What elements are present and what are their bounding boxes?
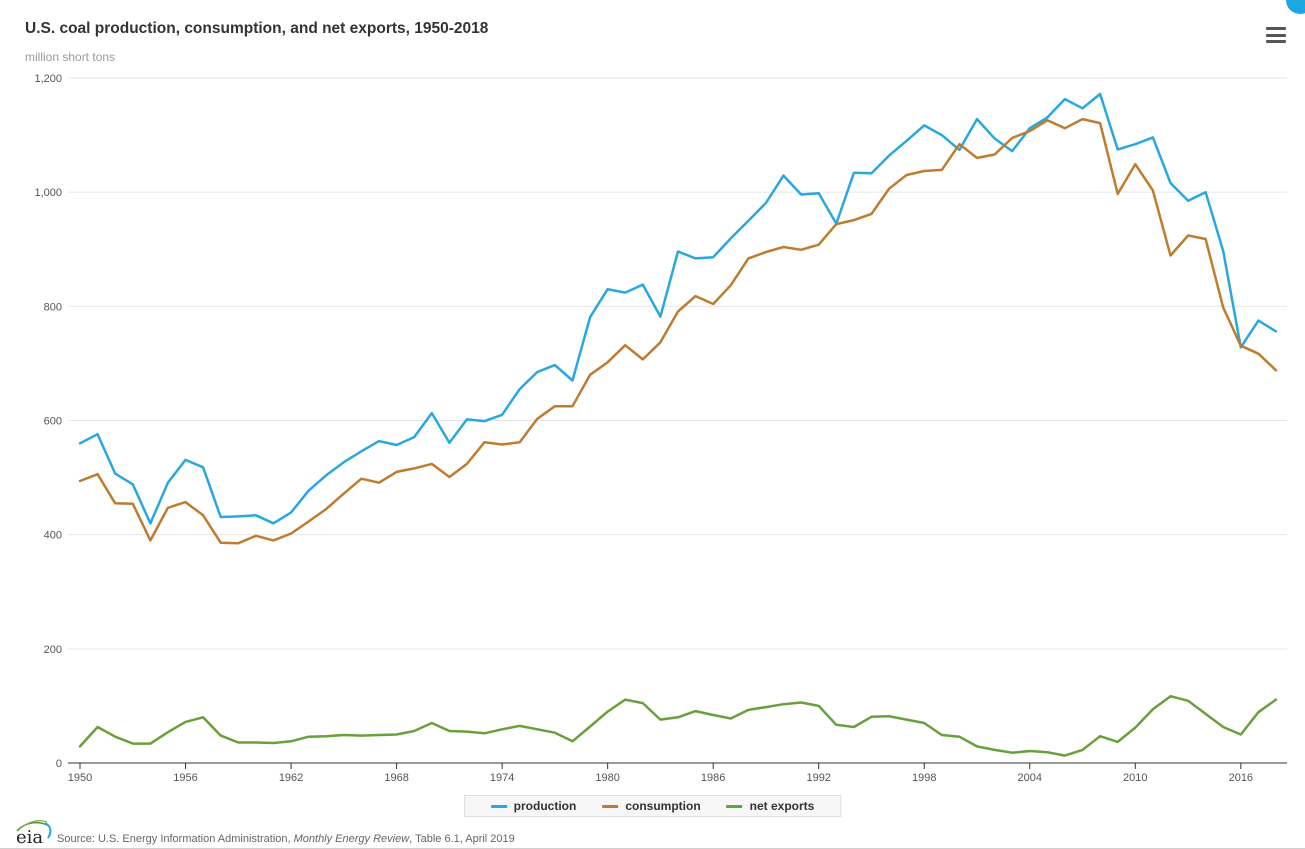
source-text: Source: U.S. Energy Information Administ… <box>57 833 515 845</box>
x-axis-tick-label: 1974 <box>490 772 514 784</box>
y-axis-tick-label: 1,000 <box>34 187 62 199</box>
x-axis-tick-label: 2010 <box>1123 772 1147 784</box>
x-axis-tick-label: 1968 <box>384 772 408 784</box>
legend-item-consumption[interactable]: consumption <box>602 799 701 813</box>
y-axis-tick-label: 400 <box>44 530 62 542</box>
chart-plot-area: 0 200 400 600 800 1,000 1,200 1950 1956 1962 1968 1… <box>34 73 1287 784</box>
footer: eia Source: U.S. Energy Information Admi… <box>0 816 1305 848</box>
production-line[interactable] <box>78 92 1278 525</box>
x-axis-tick-label: 1992 <box>806 772 830 784</box>
eia-logo: eia <box>16 820 52 848</box>
y-axis-tick-label: 600 <box>44 416 62 428</box>
chart-units-subtitle: million short tons <box>25 50 116 64</box>
net-exports-line[interactable] <box>78 694 1278 757</box>
legend-swatch-icon <box>602 804 619 808</box>
x-axis-tick-label: 1986 <box>701 772 725 784</box>
page-title: U.S. coal production, consumption, and n… <box>25 20 489 37</box>
legend-item-production[interactable]: production <box>490 799 577 813</box>
legend-label: net exports <box>749 799 815 813</box>
legend-label: consumption <box>625 799 701 813</box>
legend-swatch-icon <box>726 804 743 808</box>
y-axis-tick-label: 200 <box>44 644 62 656</box>
chart-legend: production consumption net exports <box>463 795 842 817</box>
legend-swatch-icon <box>490 804 507 808</box>
consumption-line[interactable] <box>78 117 1278 545</box>
x-axis-tick-label: 1980 <box>595 772 619 784</box>
y-axis-tick-label: 800 <box>44 301 62 313</box>
eia-logo-text: eia <box>16 827 43 848</box>
x-axis-tick-label: 1962 <box>279 772 303 784</box>
hamburger-icon <box>1266 27 1286 30</box>
corner-accent-circle[interactable] <box>1286 0 1305 14</box>
x-axis-tick-label: 1956 <box>173 772 197 784</box>
x-axis-tick-label: 2016 <box>1229 772 1253 784</box>
chart-export-menu-button[interactable] <box>1266 27 1286 43</box>
x-axis-tick-label: 2004 <box>1018 772 1042 784</box>
legend-label: production <box>513 799 577 813</box>
y-axis-tick-label: 0 <box>56 758 62 770</box>
x-axis-tick-label: 1998 <box>912 772 936 784</box>
x-axis-tick-label: 1950 <box>68 772 92 784</box>
y-axis-tick-label: 1,200 <box>34 73 62 85</box>
legend-item-net-exports[interactable]: net exports <box>726 799 815 813</box>
